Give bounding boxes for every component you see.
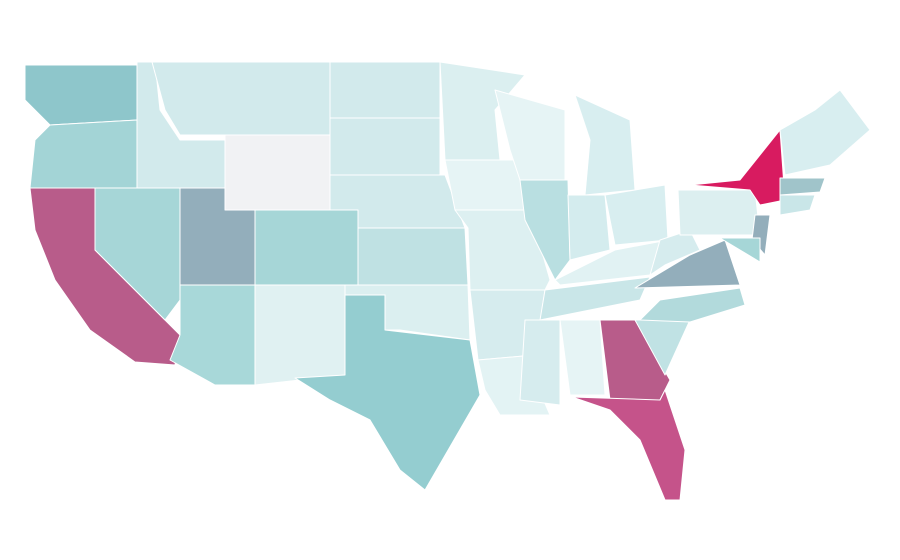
state	[151, 61, 331, 136]
state	[779, 177, 826, 196]
state	[224, 134, 331, 211]
state	[439, 61, 526, 161]
state	[559, 319, 606, 396]
state	[294, 294, 481, 491]
state	[779, 89, 871, 176]
state	[779, 194, 816, 216]
state	[567, 194, 611, 261]
state	[571, 389, 686, 501]
state	[444, 159, 526, 211]
state	[29, 119, 138, 189]
state	[519, 319, 561, 406]
state	[677, 189, 761, 236]
state	[357, 227, 469, 286]
state	[254, 209, 359, 286]
state	[604, 184, 669, 246]
state	[539, 276, 651, 321]
state	[574, 94, 636, 196]
state	[24, 64, 138, 126]
state	[719, 237, 761, 263]
state	[639, 287, 746, 323]
state	[649, 229, 701, 276]
state	[329, 117, 441, 176]
state	[329, 61, 441, 119]
state	[519, 179, 571, 281]
states	[24, 61, 871, 501]
state	[254, 284, 346, 386]
